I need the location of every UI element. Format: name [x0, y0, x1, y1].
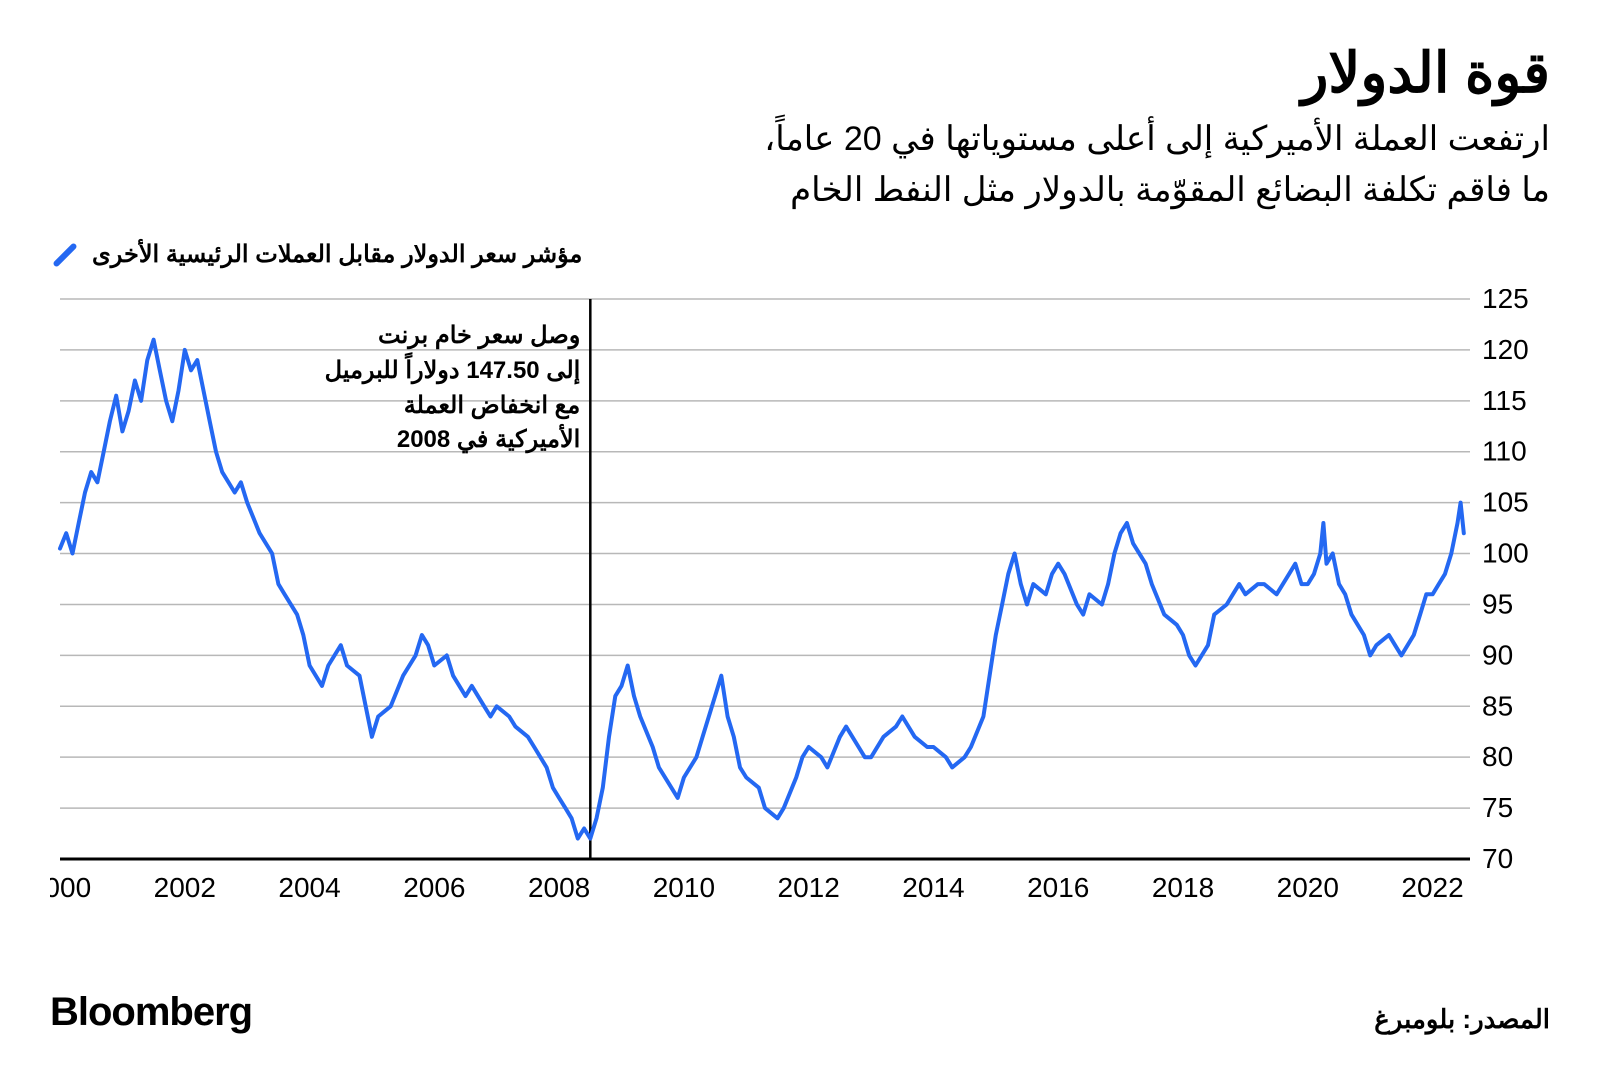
svg-text:2012: 2012: [778, 872, 840, 903]
svg-text:2004: 2004: [278, 872, 340, 903]
svg-text:95: 95: [1482, 588, 1513, 619]
svg-text:2008: 2008: [528, 872, 590, 903]
svg-text:90: 90: [1482, 639, 1513, 670]
svg-text:80: 80: [1482, 741, 1513, 772]
svg-text:70: 70: [1482, 843, 1513, 874]
svg-text:115: 115: [1482, 385, 1527, 416]
chart-title: قوة الدولار: [50, 40, 1550, 106]
brand-logo: Bloomberg: [50, 990, 252, 1035]
svg-text:2006: 2006: [403, 872, 465, 903]
svg-text:120: 120: [1482, 334, 1529, 365]
legend-label: مؤشر سعر الدولار مقابل العملات الرئيسية …: [92, 240, 582, 269]
chart-area: 70 75 80 85 90 95 100 105 110 115 120 125 2000 2002 20…: [50, 289, 1550, 909]
line-chart-svg: 70 75 80 85 90 95 100 105 110 115 120 125 2000 2002 20…: [50, 289, 1550, 909]
svg-text:2002: 2002: [154, 872, 216, 903]
chart-annotation: وصل سعر خام برنتإلى 147.50 دولاراً للبرم…: [300, 319, 580, 458]
svg-text:2010: 2010: [653, 872, 715, 903]
svg-text:2016: 2016: [1027, 872, 1089, 903]
svg-text:2018: 2018: [1152, 872, 1214, 903]
source-text: المصدر: بلومبرغ: [1374, 1004, 1550, 1035]
chart-subtitle: ارتفعت العملة الأميركية إلى أعلى مستويات…: [50, 114, 1550, 216]
legend: مؤشر سعر الدولار مقابل العملات الرئيسية …: [50, 240, 1550, 269]
svg-text:125: 125: [1482, 289, 1529, 314]
svg-text:2020: 2020: [1277, 872, 1339, 903]
svg-text:2022: 2022: [1401, 872, 1463, 903]
svg-text:2014: 2014: [902, 872, 964, 903]
legend-swatch: [52, 242, 77, 267]
svg-text:75: 75: [1482, 792, 1513, 823]
svg-text:85: 85: [1482, 690, 1513, 721]
svg-text:110: 110: [1482, 436, 1527, 467]
svg-text:100: 100: [1482, 538, 1529, 569]
svg-text:2000: 2000: [50, 872, 91, 903]
svg-text:105: 105: [1482, 487, 1529, 518]
